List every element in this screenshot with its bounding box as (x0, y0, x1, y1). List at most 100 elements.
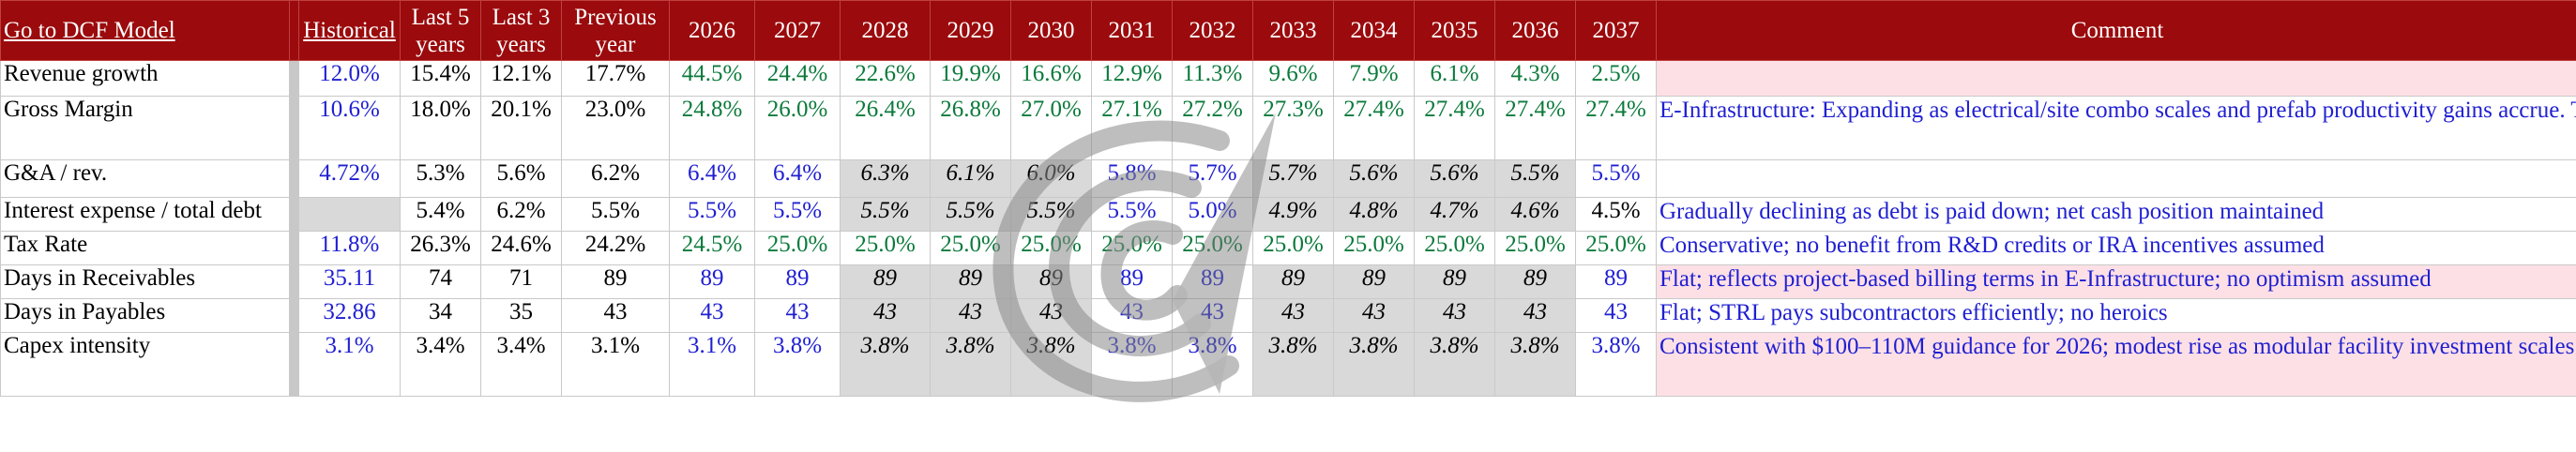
year-cell[interactable]: 5.6% (1414, 159, 1495, 198)
year-cell[interactable]: 5.5% (1091, 197, 1173, 232)
year-cell[interactable]: 3.8% (754, 332, 841, 397)
dcf-link-cell[interactable]: Go to DCF Model (0, 0, 290, 61)
year-cell[interactable]: 3.8% (1252, 332, 1334, 397)
historical-cell[interactable] (298, 197, 401, 232)
year-cell[interactable]: 43 (1575, 298, 1657, 333)
year-cell[interactable]: 4.8% (1333, 197, 1415, 232)
year-cell[interactable]: 12.9% (1091, 60, 1173, 97)
year-cell[interactable]: 89 (1091, 264, 1173, 299)
historical-cell[interactable]: 32.86 (298, 298, 401, 333)
year-cell[interactable]: 27.4% (1494, 96, 1576, 160)
prev-cell[interactable]: 43 (561, 298, 670, 333)
year-cell[interactable]: 26.8% (930, 96, 1011, 160)
year-cell[interactable]: 43 (1494, 298, 1576, 333)
year-cell[interactable]: 19.9% (930, 60, 1011, 97)
year-cell[interactable]: 26.4% (840, 96, 931, 160)
year-cell[interactable]: 27.0% (1010, 96, 1092, 160)
year-cell[interactable]: 5.8% (1091, 159, 1173, 198)
year-cell[interactable]: 43 (1091, 298, 1173, 333)
historical-cell[interactable]: 12.0% (298, 60, 401, 97)
year-cell[interactable]: 7.9% (1333, 60, 1415, 97)
year-cell[interactable]: 2.5% (1575, 60, 1657, 97)
year-cell[interactable]: 89 (1494, 264, 1576, 299)
year-cell[interactable]: 5.5% (1575, 159, 1657, 198)
year-cell[interactable]: 5.5% (669, 197, 755, 232)
prev-cell[interactable]: 5.5% (561, 197, 670, 232)
historical-header[interactable]: Historical (298, 0, 401, 61)
year-cell[interactable]: 44.5% (669, 60, 755, 97)
year-cell[interactable]: 6.1% (930, 159, 1011, 198)
year-cell[interactable]: 3.1% (669, 332, 755, 397)
year-cell[interactable]: 5.7% (1252, 159, 1334, 198)
year-cell[interactable]: 25.0% (1010, 231, 1092, 265)
year-cell[interactable]: 43 (930, 298, 1011, 333)
comment-cell[interactable]: Flat; STRL pays subcontractors efficient… (1656, 298, 2576, 333)
historical-cell[interactable]: 35.11 (298, 264, 401, 299)
year-cell[interactable]: 5.7% (1172, 159, 1253, 198)
year-cell[interactable]: 3.8% (1172, 332, 1253, 397)
year-cell[interactable]: 4.7% (1414, 197, 1495, 232)
year-cell[interactable]: 43 (669, 298, 755, 333)
year-cell[interactable]: 6.1% (1414, 60, 1495, 97)
year-cell[interactable]: 3.8% (1010, 332, 1092, 397)
year-cell[interactable]: 3.8% (930, 332, 1011, 397)
year-cell[interactable]: 3.8% (1333, 332, 1415, 397)
year-cell[interactable]: 6.3% (840, 159, 931, 198)
last3-cell[interactable]: 24.6% (480, 231, 562, 265)
year-cell[interactable]: 25.0% (840, 231, 931, 265)
year-cell[interactable]: 26.0% (754, 96, 841, 160)
year-cell[interactable]: 24.8% (669, 96, 755, 160)
year-cell[interactable]: 11.3% (1172, 60, 1253, 97)
year-cell[interactable]: 24.5% (669, 231, 755, 265)
year-cell[interactable]: 89 (1414, 264, 1495, 299)
year-cell[interactable]: 3.8% (1091, 332, 1173, 397)
year-cell[interactable]: 43 (840, 298, 931, 333)
year-cell[interactable]: 89 (1010, 264, 1092, 299)
year-cell[interactable]: 25.0% (1494, 231, 1576, 265)
year-cell[interactable]: 25.0% (1091, 231, 1173, 265)
last5-cell[interactable]: 5.4% (400, 197, 481, 232)
year-cell[interactable]: 3.8% (1575, 332, 1657, 397)
year-cell[interactable]: 89 (840, 264, 931, 299)
year-cell[interactable]: 43 (1333, 298, 1415, 333)
year-cell[interactable]: 27.3% (1252, 96, 1334, 160)
last5-cell[interactable]: 3.4% (400, 332, 481, 397)
last5-cell[interactable]: 5.3% (400, 159, 481, 198)
prev-cell[interactable]: 17.7% (561, 60, 670, 97)
year-cell[interactable]: 3.8% (840, 332, 931, 397)
year-cell[interactable]: 22.6% (840, 60, 931, 97)
year-cell[interactable]: 27.4% (1575, 96, 1657, 160)
year-cell[interactable]: 5.5% (1010, 197, 1092, 232)
year-cell[interactable]: 5.5% (840, 197, 931, 232)
comment-cell[interactable] (1656, 60, 2576, 97)
year-cell[interactable]: 27.4% (1333, 96, 1415, 160)
year-cell[interactable]: 16.6% (1010, 60, 1092, 97)
year-cell[interactable]: 89 (930, 264, 1011, 299)
year-cell[interactable]: 43 (754, 298, 841, 333)
year-cell[interactable]: 27.1% (1091, 96, 1173, 160)
year-cell[interactable]: 25.0% (754, 231, 841, 265)
last5-cell[interactable]: 18.0% (400, 96, 481, 160)
year-cell[interactable]: 89 (1172, 264, 1253, 299)
year-cell[interactable]: 25.0% (930, 231, 1011, 265)
year-cell[interactable]: 9.6% (1252, 60, 1334, 97)
year-cell[interactable]: 25.0% (1414, 231, 1495, 265)
year-cell[interactable]: 3.8% (1414, 332, 1495, 397)
year-cell[interactable]: 89 (1333, 264, 1415, 299)
year-cell[interactable]: 5.5% (754, 197, 841, 232)
year-cell[interactable]: 27.2% (1172, 96, 1253, 160)
year-cell[interactable]: 25.0% (1575, 231, 1657, 265)
comment-cell[interactable]: Flat; reflects project-based billing ter… (1656, 264, 2576, 299)
year-cell[interactable]: 25.0% (1333, 231, 1415, 265)
historical-cell[interactable]: 4.72% (298, 159, 401, 198)
prev-cell[interactable]: 3.1% (561, 332, 670, 397)
year-cell[interactable]: 4.5% (1575, 197, 1657, 232)
last5-cell[interactable]: 74 (400, 264, 481, 299)
historical-link[interactable]: Historical (303, 18, 396, 43)
comment-cell[interactable]: E-Infrastructure: Expanding as electrica… (1656, 96, 2576, 160)
year-cell[interactable]: 43 (1252, 298, 1334, 333)
year-cell[interactable]: 3.8% (1494, 332, 1576, 397)
year-cell[interactable]: 5.6% (1333, 159, 1415, 198)
year-cell[interactable]: 6.0% (1010, 159, 1092, 198)
year-cell[interactable]: 6.4% (754, 159, 841, 198)
